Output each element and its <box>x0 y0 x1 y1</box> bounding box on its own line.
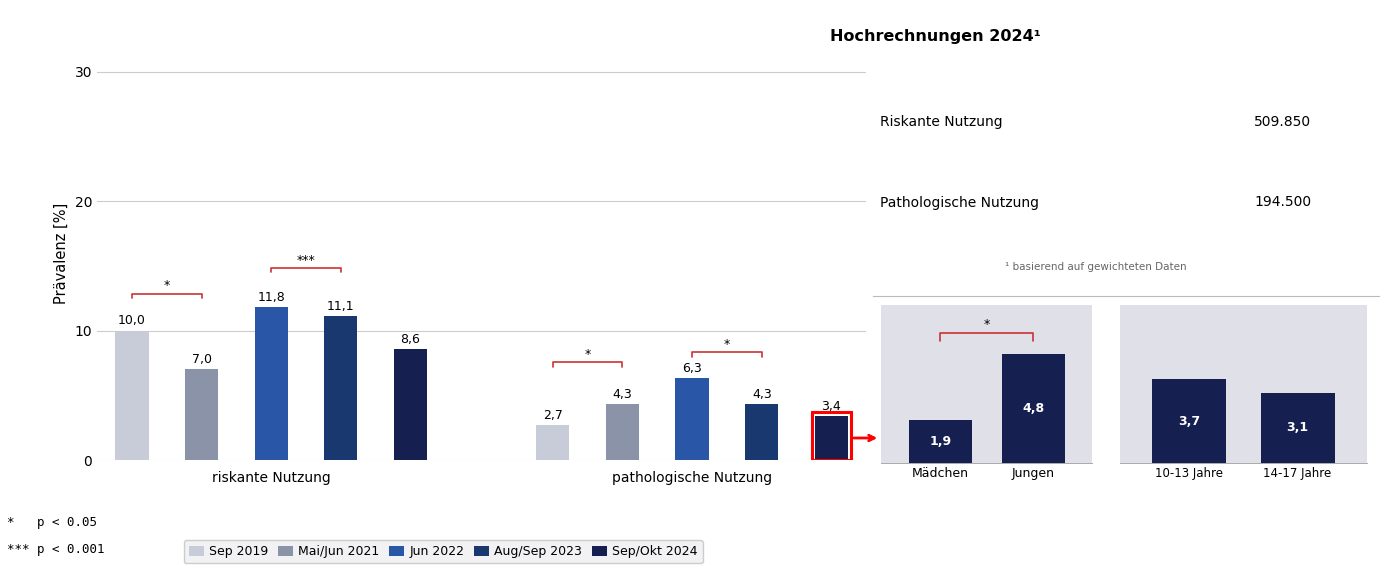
Bar <box>115 331 148 460</box>
Text: 6,3: 6,3 <box>682 362 701 375</box>
Text: Hochrechnungen 2024¹: Hochrechnungen 2024¹ <box>830 29 1041 44</box>
Bar <box>1152 380 1227 463</box>
Bar <box>815 416 848 460</box>
Text: 10,0: 10,0 <box>118 315 146 327</box>
Text: 194.500: 194.500 <box>1254 196 1311 209</box>
Text: 4,8: 4,8 <box>1021 402 1044 415</box>
Bar <box>536 425 570 460</box>
Bar <box>746 404 779 460</box>
Bar <box>675 378 708 460</box>
Text: ¹ basierend auf gewichteten Daten: ¹ basierend auf gewichteten Daten <box>1005 262 1186 271</box>
Text: 11,8: 11,8 <box>258 291 286 304</box>
Text: *: * <box>984 318 990 331</box>
Bar <box>606 404 639 460</box>
Text: *: * <box>723 338 730 351</box>
Text: 1,9: 1,9 <box>930 435 952 448</box>
Bar <box>394 348 427 460</box>
Text: *: * <box>585 348 590 361</box>
Text: 2,7: 2,7 <box>543 409 563 422</box>
Bar <box>1002 354 1064 463</box>
Text: 8,6: 8,6 <box>401 332 420 346</box>
Text: 4,3: 4,3 <box>751 388 772 401</box>
Text: *: * <box>164 279 170 293</box>
Bar <box>255 307 288 460</box>
Bar <box>324 316 358 460</box>
Text: 509.850: 509.850 <box>1254 115 1311 129</box>
Text: *** p < 0.001: *** p < 0.001 <box>7 543 104 556</box>
Y-axis label: Prävalenz [%]: Prävalenz [%] <box>54 202 69 304</box>
Text: 11,1: 11,1 <box>327 300 355 313</box>
Text: 7,0: 7,0 <box>191 353 212 366</box>
Bar <box>1260 393 1335 463</box>
Text: Pathologische Nutzung: Pathologische Nutzung <box>880 196 1040 209</box>
Bar <box>909 420 972 463</box>
Text: 4,3: 4,3 <box>613 388 632 401</box>
Bar <box>812 412 851 460</box>
Text: 3,1: 3,1 <box>1286 421 1308 434</box>
Text: *   p < 0.05: * p < 0.05 <box>7 516 97 529</box>
Text: 3,4: 3,4 <box>822 400 841 413</box>
Text: Riskante Nutzung: Riskante Nutzung <box>880 115 1002 129</box>
Bar <box>184 369 218 460</box>
Text: 3,7: 3,7 <box>1178 415 1200 428</box>
Text: ***: *** <box>297 254 316 267</box>
Legend: Sep 2019, Mai/Jun 2021, Jun 2022, Aug/Sep 2023, Sep/Okt 2024: Sep 2019, Mai/Jun 2021, Jun 2022, Aug/Se… <box>184 540 703 564</box>
